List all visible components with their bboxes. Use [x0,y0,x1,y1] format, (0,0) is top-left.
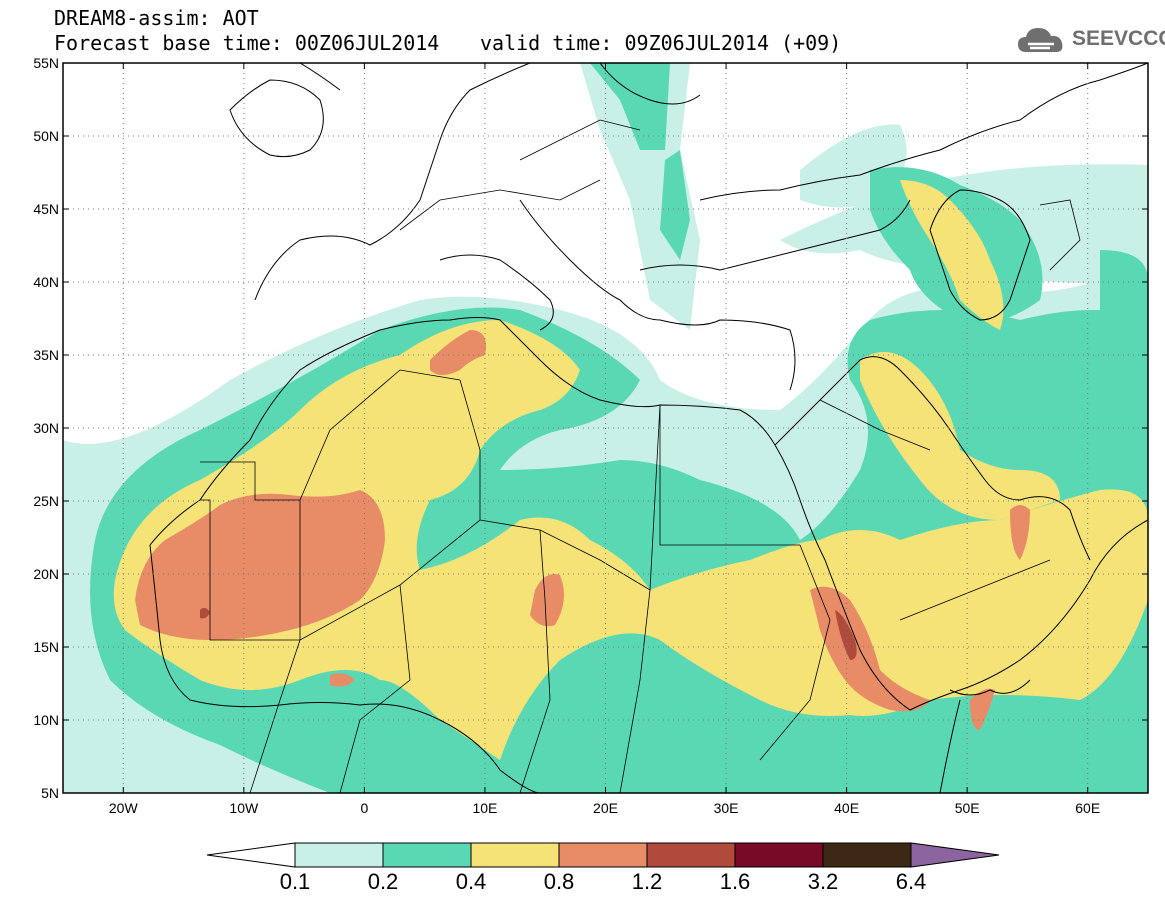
logo-text: SEEVCCC [1072,27,1165,50]
aot-level-1.2 [200,607,857,660]
lon-label: 20E [593,800,618,816]
colorbar-segment [646,842,736,868]
lat-label: 25N [33,493,59,509]
valid-time: valid time: 09Z06JUL2014 (+09) [480,31,842,55]
colorbar-level-label: 0.8 [544,869,575,894]
lat-label: 10N [33,712,59,728]
lat-label: 5N [41,785,59,801]
colorbar-segment [734,842,824,868]
colorbar-level-label: 0.2 [368,869,399,894]
lon-label: 10W [229,800,259,816]
colorbar-level-label: 3.2 [808,869,839,894]
colorbar-segment [470,842,560,868]
lon-label: 60E [1075,800,1100,816]
lon-label: 0 [360,800,368,816]
borders [200,119,1081,793]
lat-label: 35N [33,347,59,363]
colorbar-level-label: 0.4 [456,869,487,894]
colorbar-segment [382,842,472,868]
coastlines [149,63,1148,793]
colorbar-segment [558,842,648,868]
lat-lon-grid [63,62,1148,794]
lon-label: 30E [714,800,739,816]
lat-label: 45N [33,201,59,217]
axis-ticks [63,62,1148,794]
longitude-labels: 20W 10W 0 10E 20E 30E 40E 50E 60E [109,800,1100,816]
lon-label: 40E [834,800,859,816]
seevccc-logo: SEEVCCC [1016,22,1165,56]
cloud-icon [1018,28,1063,52]
colorbar-level-label: 1.2 [632,869,663,894]
colorbar-segment [294,842,384,868]
colorbar-level-label: 1.6 [720,869,751,894]
lat-label: 55N [33,55,59,71]
colorbar-under-triangle [206,842,296,868]
aot-level-0.4 [113,180,1148,760]
lat-label: 15N [33,639,59,655]
lat-label: 50N [33,128,59,144]
colorbar: 0.1 0.2 0.4 0.8 1.2 1.6 3.2 6.4 [206,842,1000,894]
lon-label: 10E [472,800,497,816]
colorbar-over-triangle [910,842,1000,868]
lon-label: 50E [955,800,980,816]
lat-label: 30N [33,420,59,436]
colorbar-level-label: 0.1 [280,869,311,894]
lat-label: 40N [33,274,59,290]
lon-label: 20W [109,800,139,816]
lat-label: 20N [33,566,59,582]
colorbar-level-label: 6.4 [896,869,927,894]
latitude-labels: 5N 10N 15N 20N 25N 30N 35N 40N 45N 50N 55N [33,55,59,801]
map-title: DREAM8-assim: AOT [54,6,259,30]
forecast-base-time: Forecast base time: 00Z06JUL2014 [54,31,440,55]
colorbar-segment [822,842,912,868]
